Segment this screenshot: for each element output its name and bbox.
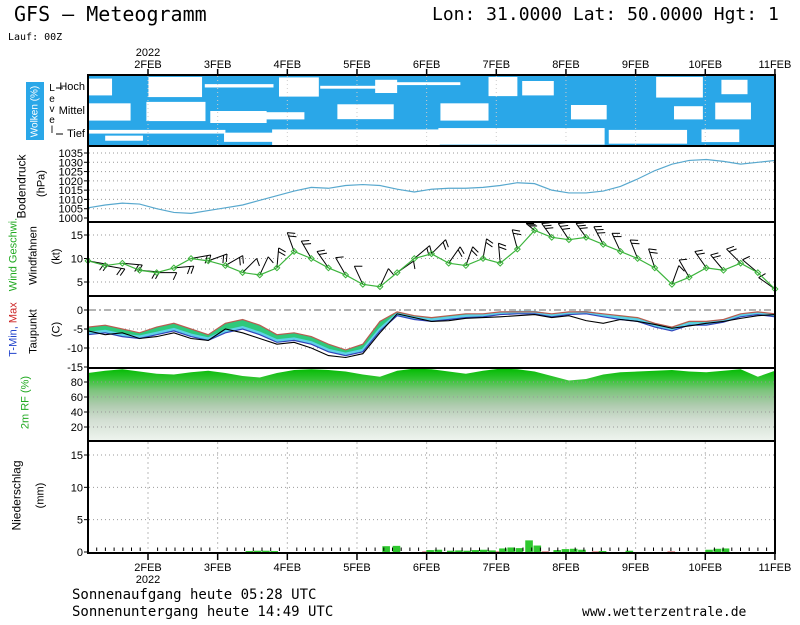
svg-text:11FEB: 11FEB	[759, 59, 792, 71]
svg-text:1010: 1010	[59, 194, 83, 206]
panel-humidity: 80 60 40 20	[71, 368, 775, 441]
svg-text:1015: 1015	[59, 185, 83, 197]
svg-text:10FEB: 10FEB	[688, 562, 722, 574]
svg-text:60: 60	[71, 392, 83, 404]
svg-text:4FEB: 4FEB	[274, 562, 302, 574]
svg-text:1005: 1005	[59, 204, 83, 216]
coordinates-title: Lon: 31.0000 Lat: 50.0000 Hgt: 1	[432, 4, 779, 25]
svg-text:0: 0	[77, 305, 83, 317]
svg-text:1035: 1035	[59, 148, 83, 160]
svg-text:2022: 2022	[136, 574, 160, 586]
page-title: GFS — Meteogramm	[14, 2, 207, 26]
svg-text:6FEB: 6FEB	[413, 59, 441, 71]
cloud-row-mittel: Mittel	[58, 105, 85, 117]
svg-text:2FEB: 2FEB	[134, 59, 162, 71]
svg-text:15: 15	[71, 450, 83, 462]
svg-text:7FEB: 7FEB	[483, 562, 511, 574]
temperature-unit-label: (C)	[50, 321, 63, 338]
panel-precipitation: 15 10 5 0	[71, 442, 776, 559]
svg-text:10FEB: 10FEB	[688, 59, 722, 71]
model-run-label: Lauf: 00Z	[8, 32, 63, 43]
svg-text:7FEB: 7FEB	[483, 59, 511, 71]
panel-clouds	[56, 75, 776, 146]
website-watermark: www.wetterzentrale.de	[582, 605, 747, 620]
svg-text:5FEB: 5FEB	[343, 562, 371, 574]
cloud-row-tief: Tief	[67, 128, 85, 140]
svg-text:2FEB: 2FEB	[134, 562, 162, 574]
svg-text:15: 15	[71, 230, 83, 242]
svg-text:1025: 1025	[59, 167, 83, 179]
svg-text:0: 0	[77, 547, 83, 559]
svg-text:8FEB: 8FEB	[552, 562, 580, 574]
svg-text:9FEB: 9FEB	[622, 562, 650, 574]
cloud-row-hoch: Hoch	[59, 81, 85, 93]
svg-text:5: 5	[77, 277, 83, 289]
tmin-label: T-Min,	[7, 326, 20, 357]
svg-text:8FEB: 8FEB	[552, 59, 580, 71]
svg-text:4FEB: 4FEB	[274, 59, 302, 71]
svg-text:-10: -10	[67, 343, 83, 355]
svg-text:10: 10	[71, 254, 83, 266]
svg-text:40: 40	[71, 407, 83, 419]
svg-text:9FEB: 9FEB	[622, 59, 650, 71]
svg-text:6FEB: 6FEB	[413, 562, 441, 574]
svg-text:5: 5	[77, 515, 83, 527]
svg-text:80: 80	[71, 377, 83, 389]
svg-text:1020: 1020	[59, 176, 83, 188]
svg-text:3FEB: 3FEB	[204, 59, 232, 71]
tmax-label: Max	[7, 302, 20, 327]
panel-wind: 15 10 5	[71, 222, 779, 293]
svg-text:20: 20	[71, 422, 83, 434]
precipitation-unit-label: (mm)	[34, 482, 47, 509]
svg-text:2022: 2022	[136, 47, 160, 59]
svg-text:-5: -5	[73, 324, 83, 336]
svg-text:1000: 1000	[59, 213, 83, 225]
bottom-axis: 2FEB 3FEB 4FEB 5FEB 6FEB 7FEB 8FEB 9FEB 10FEB 11F…	[96, 547, 792, 586]
panel-temperature: 0 -5 -10 -15	[67, 305, 776, 374]
sunrise-text: Sonnenaufgang heute 05:28 UTC	[72, 587, 317, 603]
svg-text:11FEB: 11FEB	[759, 562, 792, 574]
svg-text:1030: 1030	[59, 157, 83, 169]
svg-text:10: 10	[71, 482, 83, 494]
svg-text:-15: -15	[67, 362, 83, 374]
sunset-text: Sonnenuntergang heute 14:49 UTC	[72, 604, 334, 620]
svg-text:5FEB: 5FEB	[343, 59, 371, 71]
panel-frames	[87, 74, 776, 554]
svg-text:3FEB: 3FEB	[204, 562, 232, 574]
precipitation-panel-label: Niederschlag	[9, 460, 24, 531]
cloud-level-axis-label: L e v e l	[49, 83, 55, 136]
clouds-panel-label-box: Wolken (%)	[26, 82, 44, 140]
